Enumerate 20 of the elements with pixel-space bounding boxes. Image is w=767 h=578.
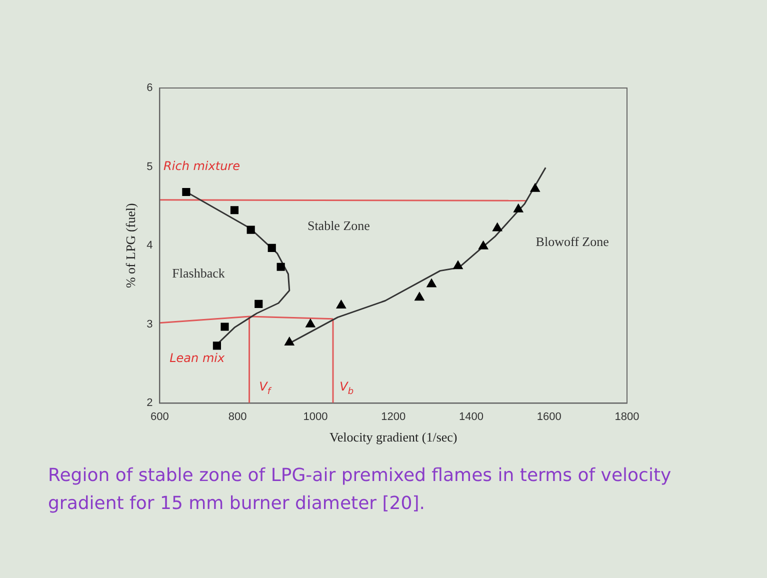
x-tick-label: 600 bbox=[150, 410, 169, 423]
x-axis-title: Velocity gradient (1/sec) bbox=[329, 430, 458, 445]
x-tick-label: 1000 bbox=[303, 410, 328, 423]
annotation: Stable Zone bbox=[307, 218, 370, 234]
y-tick-label: 3 bbox=[146, 318, 153, 330]
annotation: Flashback bbox=[172, 265, 226, 280]
annotation: Rich mixture bbox=[164, 158, 240, 173]
annotation: Lean mix bbox=[170, 351, 226, 366]
x-tick-label: 1600 bbox=[536, 410, 562, 423]
annotation: Blowoff Zone bbox=[536, 234, 610, 249]
y-axis-title: % of LPG (fuel) bbox=[123, 203, 138, 288]
y-tick-label: 5 bbox=[146, 160, 153, 173]
y-tick-label: 2 bbox=[146, 397, 153, 410]
x-tick-label: 1200 bbox=[381, 410, 406, 423]
x-tick-label: 1400 bbox=[458, 410, 484, 423]
y-tick-label: 4 bbox=[146, 240, 153, 252]
y-tick-label: 6 bbox=[146, 82, 153, 94]
x-tick-label: 800 bbox=[228, 410, 247, 423]
x-tick-label: 1800 bbox=[614, 410, 640, 423]
text: Region of stable zone of LPG-air premixed flames in terms of velocity gradient for 15 mm burner diameter [20]. bbox=[48, 464, 672, 516]
